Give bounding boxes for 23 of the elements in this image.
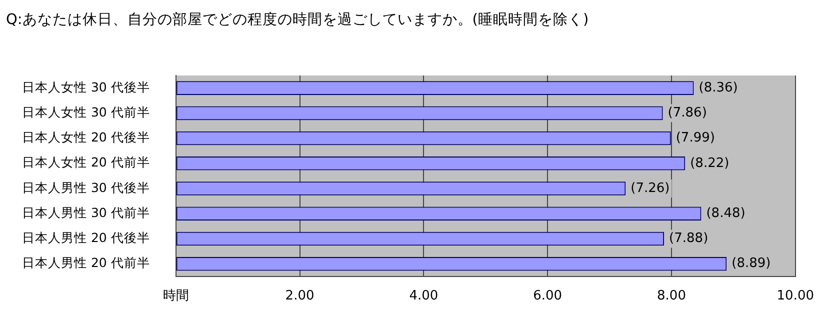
data-label: (8.48)	[706, 206, 746, 221]
x-tick-label: 2.00	[285, 288, 314, 304]
x-tick-label: 6.00	[533, 288, 562, 304]
y-tick-label: 日本人女性 20 代前半	[22, 154, 150, 170]
x-tick-label: 10.00	[776, 288, 814, 304]
chart-title: Q:あなたは休日、自分の部屋でどの程度の時間を過ごしていますか。(睡眠時間を除く)	[6, 10, 589, 29]
y-tick-label: 日本人女性 30 代前半	[22, 104, 150, 120]
data-label: (8.22)	[690, 156, 730, 171]
x-tick-label: 4.00	[409, 288, 438, 304]
y-tick-label: 日本人男性 30 代後半	[22, 180, 150, 195]
data-label: (7.88)	[669, 231, 708, 246]
data-label: (7.86)	[668, 106, 707, 121]
x-tick-label: 時間	[162, 288, 189, 304]
y-tick-label: 日本人女性 30 代後半	[22, 79, 150, 94]
data-label: (7.26)	[630, 180, 670, 196]
data-label: (7.99)	[676, 130, 715, 146]
y-tick-label: 日本人女性 20 代後半	[22, 130, 150, 145]
data-label: (8.36)	[698, 80, 738, 96]
data-label: (8.89)	[732, 256, 771, 272]
y-tick-label: 日本人男性 20 代後半	[22, 230, 150, 245]
x-tick-label: 8.00	[657, 288, 686, 304]
y-tick-label: 日本人男性 20 代前半	[22, 255, 150, 270]
y-tick-label: 日本人男性 30 代前半	[22, 204, 150, 220]
